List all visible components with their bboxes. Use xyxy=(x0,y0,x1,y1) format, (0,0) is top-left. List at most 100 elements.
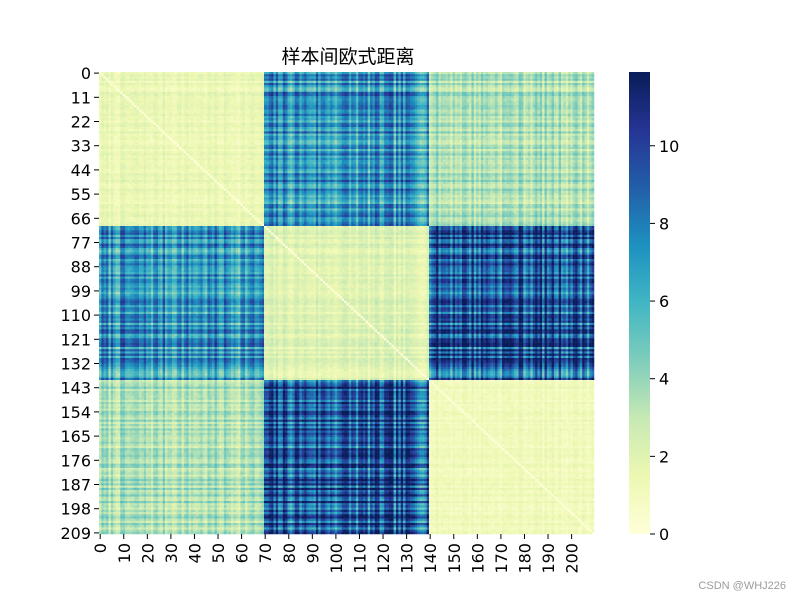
heatmap-cell xyxy=(314,87,317,89)
heatmap-cell xyxy=(252,85,255,87)
heatmap-cell xyxy=(304,85,307,87)
heatmap-cell xyxy=(507,92,510,94)
heatmap-cell xyxy=(271,85,274,87)
heatmap-cell xyxy=(408,85,411,87)
heatmap-cell xyxy=(568,87,571,89)
heatmap-cell xyxy=(186,79,189,81)
heatmap-cell xyxy=(587,83,590,85)
heatmap-cells xyxy=(99,72,594,534)
heatmap-cell xyxy=(172,76,175,78)
heatmap-cell xyxy=(222,79,225,81)
heatmap-cell xyxy=(189,79,192,81)
heatmap-cell xyxy=(203,92,206,94)
heatmap-cell xyxy=(321,76,324,78)
heatmap-cell xyxy=(537,87,540,89)
heatmap-cell xyxy=(323,79,326,81)
heatmap-cell xyxy=(563,76,566,78)
heatmap-cell xyxy=(479,79,482,81)
heatmap-cell xyxy=(542,79,545,81)
heatmap-cell xyxy=(431,74,434,76)
heatmap-cell xyxy=(273,83,276,85)
heatmap-cell xyxy=(438,79,441,81)
heatmap-cell xyxy=(130,92,133,94)
heatmap-cell xyxy=(203,79,206,81)
heatmap-cell xyxy=(134,81,137,83)
heatmap-cell xyxy=(535,87,538,89)
heatmap-cell xyxy=(302,90,305,92)
heatmap-cell xyxy=(299,92,302,94)
heatmap-cell xyxy=(438,72,441,74)
heatmap-cell xyxy=(561,76,564,78)
heatmap-cell xyxy=(292,79,295,81)
heatmap-cell xyxy=(582,85,585,87)
heatmap-cell xyxy=(203,81,206,83)
heatmap-cell xyxy=(156,85,159,87)
heatmap-cell xyxy=(245,87,248,89)
heatmap-cell xyxy=(380,92,383,94)
heatmap-cell xyxy=(186,83,189,85)
heatmap-cell xyxy=(384,72,387,74)
heatmap-cell xyxy=(422,74,425,76)
heatmap-cell xyxy=(174,83,177,85)
heatmap-cell xyxy=(276,90,279,92)
heatmap-cell xyxy=(302,92,305,94)
heatmap-cell xyxy=(295,83,298,85)
heatmap-cell xyxy=(368,72,371,74)
heatmap-cell xyxy=(547,72,550,74)
heatmap-cell xyxy=(306,76,309,78)
heatmap-cell xyxy=(259,81,262,83)
heatmap-cell xyxy=(479,90,482,92)
heatmap-cell xyxy=(134,83,137,85)
heatmap-cell xyxy=(318,85,321,87)
heatmap-cell xyxy=(113,79,116,81)
heatmap-cell xyxy=(288,87,291,89)
heatmap-cell xyxy=(380,74,383,76)
heatmap-cell xyxy=(507,87,510,89)
heatmap-cell xyxy=(299,83,302,85)
heatmap-cell xyxy=(222,90,225,92)
heatmap-cell xyxy=(486,72,489,74)
heatmap-cell xyxy=(523,90,526,92)
heatmap-cell xyxy=(339,72,342,74)
heatmap-cell xyxy=(335,79,338,81)
heatmap-cell xyxy=(123,85,126,87)
heatmap-cell xyxy=(462,90,465,92)
heatmap-cell xyxy=(144,87,147,89)
heatmap-cell xyxy=(111,72,114,74)
heatmap-cell xyxy=(125,76,128,78)
heatmap-cell xyxy=(108,90,111,92)
heatmap-cell xyxy=(167,90,170,92)
heatmap-cell xyxy=(245,83,248,85)
heatmap-cell xyxy=(448,79,451,81)
heatmap-cell xyxy=(401,92,404,94)
heatmap-cell xyxy=(191,87,194,89)
heatmap-cell xyxy=(104,81,107,83)
heatmap-cell xyxy=(314,72,317,74)
heatmap-cell xyxy=(528,85,531,87)
heatmap-cell xyxy=(283,74,286,76)
heatmap-cell xyxy=(99,87,102,89)
heatmap-cell xyxy=(311,79,314,81)
heatmap-cell xyxy=(182,92,185,94)
heatmap-cell xyxy=(403,87,406,89)
heatmap-cell xyxy=(250,79,253,81)
heatmap-cell xyxy=(354,85,357,87)
heatmap-cell xyxy=(587,87,590,89)
heatmap-cell xyxy=(394,90,397,92)
heatmap-cell xyxy=(113,85,116,87)
heatmap-cell xyxy=(349,74,352,76)
heatmap-cell xyxy=(488,74,491,76)
heatmap-cell xyxy=(415,79,418,81)
heatmap-cell xyxy=(196,79,199,81)
heatmap-cell xyxy=(358,79,361,81)
heatmap-cell xyxy=(186,81,189,83)
heatmap-cell xyxy=(229,87,232,89)
heatmap-cell xyxy=(299,87,302,89)
heatmap-cell xyxy=(238,79,241,81)
heatmap-cell xyxy=(132,87,135,89)
heatmap-cell xyxy=(398,83,401,85)
heatmap-cell xyxy=(151,92,154,94)
heatmap-cell xyxy=(335,72,338,74)
heatmap-cell xyxy=(570,76,573,78)
heatmap-cell xyxy=(231,79,234,81)
